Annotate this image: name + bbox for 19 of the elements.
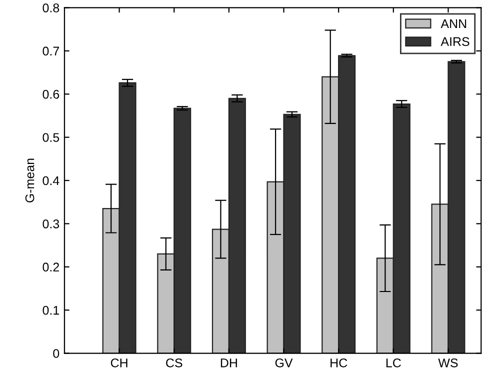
x-tick-label: DH <box>220 358 237 368</box>
x-tick-label: LC <box>386 358 401 368</box>
y-axis-title: G-mean <box>25 158 34 202</box>
y-tick-label: 0.3 <box>42 219 60 228</box>
legend-label: ANN <box>440 19 466 28</box>
y-tick-label: 0.1 <box>42 306 60 315</box>
y-tick-label: 0 <box>53 349 60 358</box>
y-tick-label: 0.7 <box>42 46 59 56</box>
y-tick-label: 0.6 <box>42 90 60 99</box>
y-tick-label: 0.5 <box>42 133 60 142</box>
legend-label: AIRS <box>440 37 470 46</box>
x-tick-label: CH <box>110 358 128 368</box>
y-tick-label: 0.8 <box>42 3 60 12</box>
x-tick-label: CS <box>166 358 182 368</box>
y-tick-label: 0.2 <box>42 262 59 272</box>
x-tick-label: HC <box>330 358 348 368</box>
x-tick-label: WS <box>438 358 458 368</box>
y-tick-label: 0.4 <box>42 176 60 186</box>
x-tick-label: GV <box>275 358 293 368</box>
